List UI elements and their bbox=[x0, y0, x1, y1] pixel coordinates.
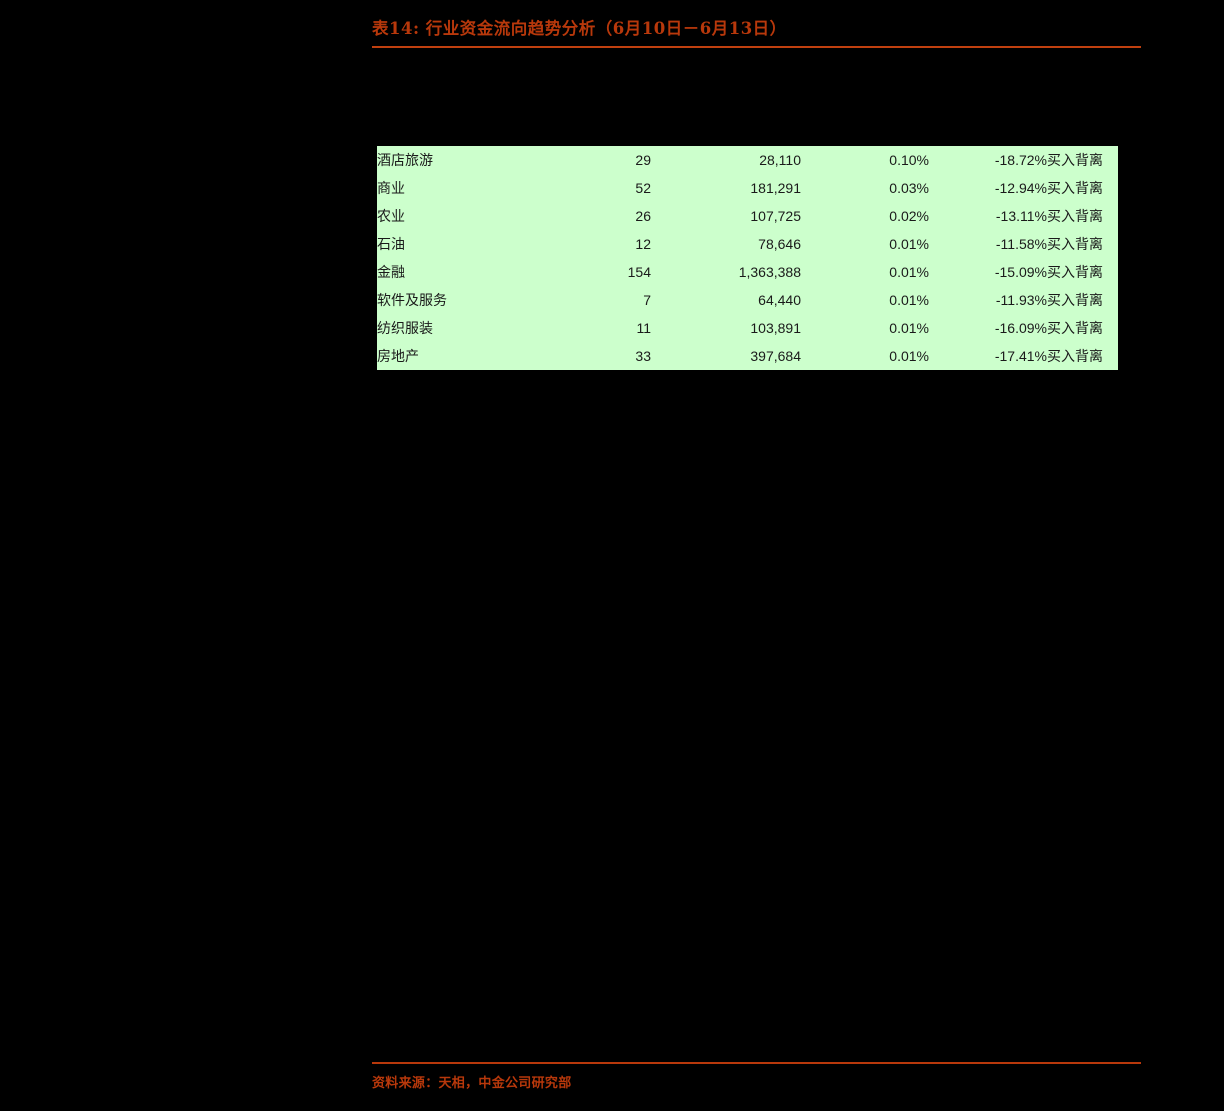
cell-amount: 181,291 bbox=[750, 180, 801, 196]
fund-flow-table-container: 酒店旅游 29 28,110 0.10% -18.72% 买入背离 商业 52 181,291 0… bbox=[377, 146, 1118, 370]
cell-count: 12 bbox=[635, 236, 651, 252]
cell-ratio: 0.01% bbox=[889, 348, 929, 364]
cell-industry: 商业 bbox=[377, 181, 405, 197]
cell-industry: 纺织服装 bbox=[377, 321, 433, 337]
table-row: 石油 12 78,646 0.01% -11.58% 买入背离 bbox=[377, 230, 1118, 258]
cell-amount: 64,440 bbox=[758, 292, 801, 308]
cell-count: 11 bbox=[636, 320, 651, 336]
cell-change: -11.93% bbox=[995, 292, 1047, 308]
cell-signal: 买入背离 bbox=[1047, 349, 1103, 365]
cell-signal: 买入背离 bbox=[1047, 181, 1103, 197]
footer-divider bbox=[372, 1062, 1141, 1064]
cell-amount: 1,363,388 bbox=[738, 264, 801, 280]
cell-change: -12.94% bbox=[994, 180, 1047, 196]
exhibit-footer: 资料来源：天相，中金公司研究部 bbox=[372, 1062, 1141, 1091]
cell-signal: 买入背离 bbox=[1047, 321, 1103, 337]
table-row: 房地产 33 397,684 0.01% -17.41% 买入背离 bbox=[377, 342, 1118, 370]
cell-industry: 农业 bbox=[377, 209, 405, 225]
cell-industry: 酒店旅游 bbox=[377, 153, 433, 169]
cell-ratio: 0.02% bbox=[889, 208, 929, 224]
cell-signal: 买入背离 bbox=[1047, 265, 1103, 281]
cell-ratio: 0.01% bbox=[889, 292, 929, 308]
cell-amount: 28,110 bbox=[759, 152, 801, 168]
cell-count: 154 bbox=[627, 264, 651, 280]
table-row: 软件及服务 7 64,440 0.01% -11.93% 买入背离 bbox=[377, 286, 1118, 314]
cell-ratio: 0.01% bbox=[889, 320, 929, 336]
cell-count: 29 bbox=[635, 152, 651, 168]
cell-change: -15.09% bbox=[994, 264, 1047, 280]
table-body: 酒店旅游 29 28,110 0.10% -18.72% 买入背离 商业 52 181,291 0… bbox=[377, 146, 1118, 370]
cell-count: 26 bbox=[635, 208, 651, 224]
table-row: 酒店旅游 29 28,110 0.10% -18.72% 买入背离 bbox=[377, 146, 1118, 174]
table-row: 金融 154 1,363,388 0.01% -15.09% 买入背离 bbox=[377, 258, 1118, 286]
cell-ratio: 0.03% bbox=[889, 180, 929, 196]
cell-signal: 买入背离 bbox=[1047, 237, 1103, 253]
cell-amount: 107,725 bbox=[750, 208, 801, 224]
cell-ratio: 0.01% bbox=[889, 236, 929, 252]
cell-amount: 103,891 bbox=[750, 320, 801, 336]
cell-industry: 石油 bbox=[377, 237, 405, 253]
cell-change: -17.41% bbox=[994, 348, 1047, 364]
cell-change: -18.72% bbox=[994, 152, 1047, 168]
table-row: 农业 26 107,725 0.02% -13.11% 买入背离 bbox=[377, 202, 1118, 230]
title-divider bbox=[372, 46, 1141, 48]
cell-change: -11.58% bbox=[995, 236, 1047, 252]
cell-industry: 软件及服务 bbox=[377, 293, 447, 309]
cell-count: 52 bbox=[635, 180, 651, 196]
table-row: 商业 52 181,291 0.03% -12.94% 买入背离 bbox=[377, 174, 1118, 202]
cell-signal: 买入背离 bbox=[1047, 209, 1103, 225]
page-title: 表14: 行业资金流向趋势分析（6月10日－6月13日） bbox=[372, 19, 787, 38]
table-row: 纺织服装 11 103,891 0.01% -16.09% 买入背离 bbox=[377, 314, 1118, 342]
cell-industry: 金融 bbox=[377, 265, 405, 281]
fund-flow-table: 酒店旅游 29 28,110 0.10% -18.72% 买入背离 商业 52 181,291 0… bbox=[377, 146, 1118, 370]
cell-signal: 买入背离 bbox=[1047, 153, 1103, 169]
cell-change: -16.09% bbox=[994, 320, 1047, 336]
cell-ratio: 0.10% bbox=[889, 152, 929, 168]
exhibit-header: 表14: 行业资金流向趋势分析（6月10日－6月13日） bbox=[372, 18, 1141, 48]
cell-amount: 78,646 bbox=[758, 236, 801, 252]
cell-signal: 买入背离 bbox=[1047, 293, 1103, 309]
cell-amount: 397,684 bbox=[750, 348, 801, 364]
cell-count: 7 bbox=[643, 292, 651, 308]
cell-ratio: 0.01% bbox=[889, 264, 929, 280]
cell-count: 33 bbox=[635, 348, 651, 364]
cell-industry: 房地产 bbox=[377, 349, 419, 365]
cell-change: -13.11% bbox=[995, 208, 1047, 224]
source-note: 资料来源：天相，中金公司研究部 bbox=[372, 1076, 572, 1091]
